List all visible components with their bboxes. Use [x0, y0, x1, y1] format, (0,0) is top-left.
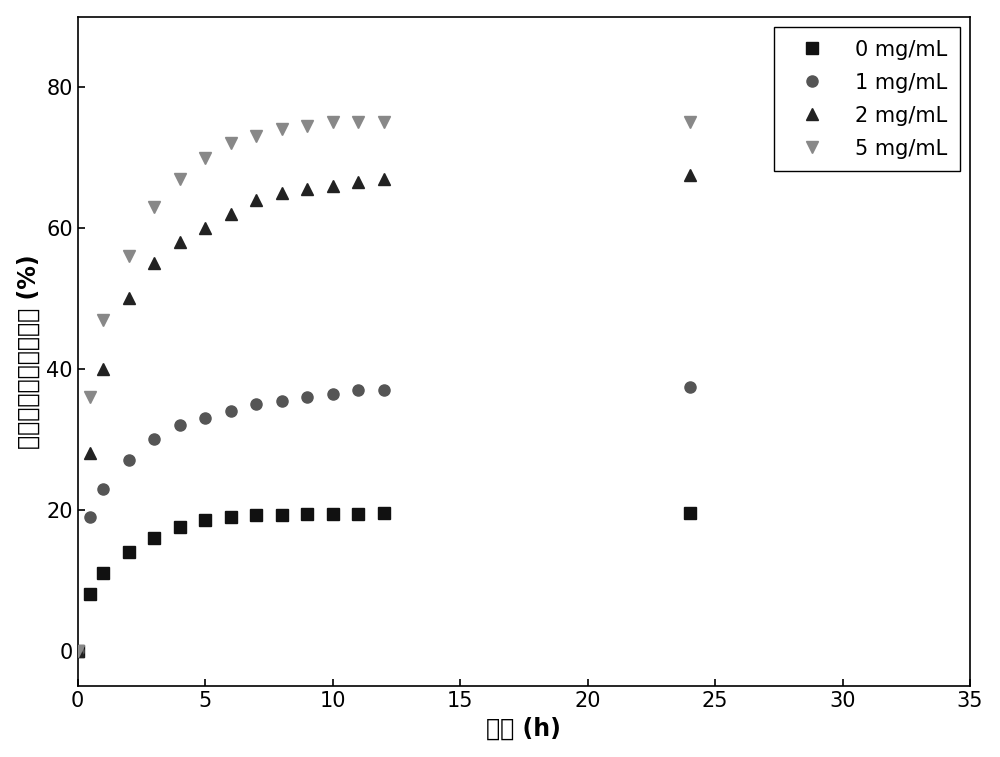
- 0 mg/mL: [148, 534, 160, 543]
- 5 mg/mL: [225, 139, 237, 148]
- 0 mg/mL: [123, 547, 135, 556]
- 2 mg/mL: [276, 188, 288, 198]
- 0 mg/mL: [352, 509, 364, 519]
- 1 mg/mL: [378, 385, 390, 394]
- 0 mg/mL: [72, 646, 84, 656]
- 0 mg/mL: [250, 511, 262, 520]
- 0 mg/mL: [684, 509, 696, 518]
- Y-axis label: 胰岛素累计释放百分比 (%): 胰岛素累计释放百分比 (%): [17, 254, 41, 449]
- 5 mg/mL: [148, 202, 160, 211]
- 5 mg/mL: [199, 153, 211, 162]
- 5 mg/mL: [123, 251, 135, 260]
- 2 mg/mL: [199, 223, 211, 232]
- 1 mg/mL: [72, 646, 84, 656]
- 5 mg/mL: [174, 174, 186, 183]
- 5 mg/mL: [352, 118, 364, 127]
- 2 mg/mL: [684, 170, 696, 179]
- 2 mg/mL: [327, 181, 339, 190]
- 0 mg/mL: [327, 509, 339, 519]
- 1 mg/mL: [84, 512, 96, 522]
- 2 mg/mL: [301, 185, 313, 194]
- 0 mg/mL: [276, 510, 288, 519]
- 5 mg/mL: [84, 393, 96, 402]
- 1 mg/mL: [174, 421, 186, 430]
- 0 mg/mL: [174, 523, 186, 532]
- 1 mg/mL: [199, 413, 211, 422]
- 2 mg/mL: [148, 259, 160, 268]
- X-axis label: 时间 (h): 时间 (h): [486, 716, 561, 740]
- 1 mg/mL: [684, 382, 696, 391]
- 0 mg/mL: [378, 509, 390, 518]
- 5 mg/mL: [301, 121, 313, 130]
- 2 mg/mL: [174, 238, 186, 247]
- 2 mg/mL: [352, 178, 364, 187]
- 1 mg/mL: [123, 456, 135, 465]
- 1 mg/mL: [276, 396, 288, 405]
- 2 mg/mL: [378, 174, 390, 183]
- 2 mg/mL: [225, 210, 237, 219]
- 1 mg/mL: [225, 407, 237, 416]
- 1 mg/mL: [97, 484, 109, 494]
- 5 mg/mL: [97, 315, 109, 324]
- Legend: 0 mg/mL, 1 mg/mL, 2 mg/mL, 5 mg/mL: 0 mg/mL, 1 mg/mL, 2 mg/mL, 5 mg/mL: [774, 27, 960, 171]
- 0 mg/mL: [84, 590, 96, 599]
- 1 mg/mL: [148, 435, 160, 444]
- 2 mg/mL: [250, 195, 262, 204]
- Line: 5 mg/mL: 5 mg/mL: [72, 117, 695, 656]
- 0 mg/mL: [199, 516, 211, 525]
- 0 mg/mL: [97, 569, 109, 578]
- 2 mg/mL: [84, 449, 96, 458]
- 5 mg/mL: [684, 118, 696, 127]
- 5 mg/mL: [72, 646, 84, 656]
- 5 mg/mL: [378, 118, 390, 127]
- 1 mg/mL: [327, 389, 339, 398]
- 0 mg/mL: [225, 512, 237, 522]
- Line: 1 mg/mL: 1 mg/mL: [72, 381, 695, 656]
- Line: 0 mg/mL: 0 mg/mL: [72, 508, 695, 656]
- 0 mg/mL: [301, 509, 313, 519]
- 1 mg/mL: [250, 400, 262, 409]
- 5 mg/mL: [250, 132, 262, 141]
- 5 mg/mL: [327, 118, 339, 127]
- 2 mg/mL: [123, 294, 135, 303]
- 1 mg/mL: [301, 393, 313, 402]
- 5 mg/mL: [276, 125, 288, 134]
- 2 mg/mL: [97, 364, 109, 373]
- 2 mg/mL: [72, 646, 84, 656]
- Line: 2 mg/mL: 2 mg/mL: [72, 170, 695, 656]
- 1 mg/mL: [352, 385, 364, 394]
